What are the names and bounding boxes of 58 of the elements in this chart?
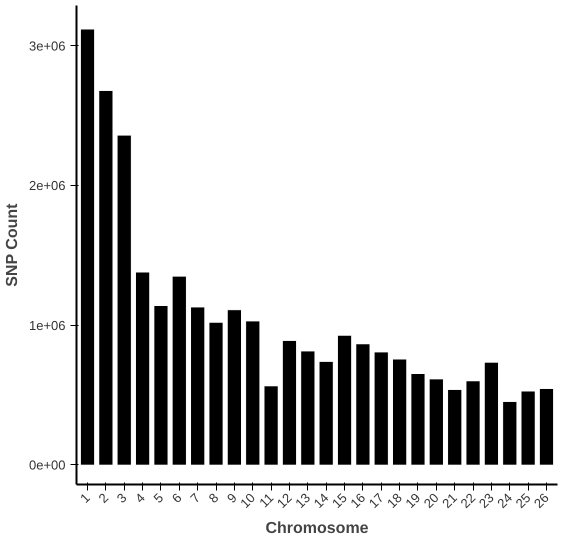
x-tick-label: 11 xyxy=(256,490,276,510)
x-tick-label: 2 xyxy=(95,490,112,506)
x-tick-label: 15 xyxy=(329,490,350,512)
bar xyxy=(356,344,370,466)
x-tick-label: 21 xyxy=(439,490,460,512)
x-tick-label: 17 xyxy=(366,490,387,512)
x-tick-label: 19 xyxy=(402,490,424,512)
x-tick-label: 9 xyxy=(224,490,240,506)
x-tick-label: 12 xyxy=(274,490,295,512)
bar xyxy=(392,358,407,466)
x-tick-label: 26 xyxy=(530,490,552,512)
bar xyxy=(246,320,260,466)
bar xyxy=(374,352,388,466)
x-tick-label: 18 xyxy=(384,490,405,512)
bar xyxy=(337,335,352,466)
x-tick-label: 5 xyxy=(150,490,166,506)
bar xyxy=(539,388,554,466)
bar xyxy=(282,340,297,466)
x-tick-label: 8 xyxy=(206,490,222,506)
bar xyxy=(208,322,224,466)
bar xyxy=(80,28,95,466)
bar xyxy=(117,135,132,466)
y-tick-label: 3e+06 xyxy=(28,38,66,54)
bar xyxy=(135,272,150,466)
bar xyxy=(319,361,334,466)
bar xyxy=(502,401,517,466)
bar xyxy=(190,306,205,466)
bar xyxy=(98,90,114,466)
bar xyxy=(300,350,315,466)
x-tick-label: 10 xyxy=(237,490,258,512)
y-tick-label: 2e+06 xyxy=(28,178,66,194)
x-tick-label: 24 xyxy=(494,490,516,512)
bar xyxy=(466,380,480,466)
x-tick-label: 7 xyxy=(187,490,203,506)
bar xyxy=(410,374,426,466)
x-tick-label: 16 xyxy=(347,490,368,512)
bar xyxy=(227,310,242,466)
y-tick-label: 1e+06 xyxy=(28,318,66,333)
x-tick-label: 6 xyxy=(168,490,185,506)
bar xyxy=(484,362,499,466)
y-tick-label: 0e+00 xyxy=(28,457,66,472)
x-tick-label: 14 xyxy=(310,490,332,512)
x-tick-label: 13 xyxy=(292,490,314,512)
x-tick-label: 22 xyxy=(458,490,478,512)
bar xyxy=(154,306,168,466)
bar xyxy=(520,390,536,466)
bar xyxy=(172,276,186,466)
x-tick-label: 23 xyxy=(476,490,497,512)
x-axis-title: Chromosome xyxy=(265,520,369,538)
y-axis-title: SNP Count xyxy=(4,202,21,287)
x-tick-label: 1 xyxy=(77,490,93,506)
bar xyxy=(264,386,278,466)
bar xyxy=(429,378,444,466)
bar xyxy=(448,389,462,466)
x-tick-label: 4 xyxy=(132,490,148,506)
x-tick-label: 20 xyxy=(420,490,442,512)
x-tick-label: 3 xyxy=(114,490,130,506)
x-tick-label: 25 xyxy=(512,490,534,512)
